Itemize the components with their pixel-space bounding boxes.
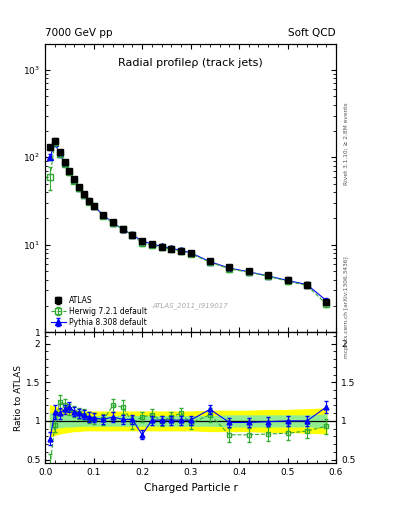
Text: Soft QCD: Soft QCD [288, 28, 336, 38]
Text: ATLAS_2011_I919017: ATLAS_2011_I919017 [153, 302, 228, 309]
Legend: ATLAS, Herwig 7.2.1 default, Pythia 8.308 default: ATLAS, Herwig 7.2.1 default, Pythia 8.30… [49, 294, 149, 328]
Text: mcplots.cern.ch [arXiv:1306.3436]: mcplots.cern.ch [arXiv:1306.3436] [344, 257, 349, 358]
Text: Radial profileρ (track jets): Radial profileρ (track jets) [118, 58, 263, 68]
Text: 7000 GeV pp: 7000 GeV pp [45, 28, 113, 38]
X-axis label: Charged Particle r: Charged Particle r [144, 483, 237, 493]
Y-axis label: Ratio to ATLAS: Ratio to ATLAS [14, 365, 23, 431]
Text: Rivet 3.1.10; ≥ 2.8M events: Rivet 3.1.10; ≥ 2.8M events [344, 102, 349, 185]
